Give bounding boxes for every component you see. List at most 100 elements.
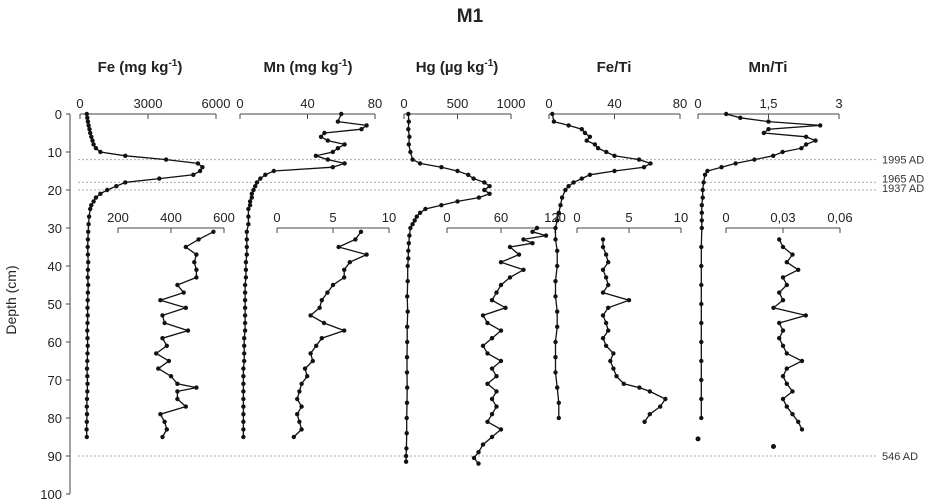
lower-series-point xyxy=(784,381,789,386)
upper-series-point xyxy=(604,149,609,155)
lower-series-point xyxy=(158,298,163,303)
lower-series-point xyxy=(489,434,495,440)
upper-series-point xyxy=(243,275,249,280)
upper-tick-label: 0 xyxy=(400,96,407,111)
upper-series-point xyxy=(487,184,492,189)
upper-series-point xyxy=(555,324,560,329)
lower-series-point xyxy=(358,229,364,234)
depth-tick-label: 40 xyxy=(48,259,62,274)
upper-series-point xyxy=(803,142,809,147)
upper-series-point xyxy=(699,415,704,421)
upper-series-point xyxy=(244,229,249,234)
upper-series-point xyxy=(487,191,492,196)
lower-series-point xyxy=(194,252,199,257)
upper-series-point xyxy=(85,313,90,318)
upper-series-point xyxy=(404,400,410,405)
lower-series-point xyxy=(796,267,801,272)
lower-series-point xyxy=(784,282,789,288)
lower-series-point xyxy=(325,290,330,295)
lower-series-point xyxy=(647,389,652,394)
lower-series-point xyxy=(194,385,199,390)
lower-series-line xyxy=(601,239,667,423)
upper-series-point xyxy=(85,336,90,341)
upper-series-point xyxy=(247,203,253,208)
upper-series-point xyxy=(555,309,560,314)
upper-series-point xyxy=(88,130,93,136)
upper-series-point xyxy=(579,127,584,132)
upper-series-point xyxy=(699,225,704,231)
upper-tick-label: 1,5 xyxy=(759,96,777,111)
depth-tick-label: 30 xyxy=(48,221,62,236)
lower-series-point xyxy=(489,336,495,341)
upper-tick-label: 0 xyxy=(236,96,243,111)
lower-series-point xyxy=(777,290,782,295)
lower-series-point xyxy=(319,336,324,341)
upper-series-point xyxy=(253,184,258,189)
lower-series-point xyxy=(317,305,322,310)
upper-series-point xyxy=(85,244,90,250)
lower-series-point xyxy=(606,260,611,265)
upper-series-point xyxy=(699,263,704,269)
lower-series-point xyxy=(485,381,490,386)
lower-series-point xyxy=(211,229,216,234)
upper-series-point xyxy=(566,184,571,189)
upper-series-point xyxy=(553,370,558,375)
lower-series-point xyxy=(600,290,606,295)
lower-series-point xyxy=(543,233,549,238)
lower-series-point xyxy=(156,366,161,371)
upper-series-point xyxy=(241,366,246,371)
upper-series-point xyxy=(699,377,704,383)
upper-series-point xyxy=(766,127,771,132)
upper-series-point xyxy=(84,419,90,424)
lower-series-point xyxy=(160,336,165,341)
lower-series-point xyxy=(780,328,786,333)
upper-series-point xyxy=(405,294,410,299)
upper-series-point xyxy=(466,172,471,177)
lower-series-point xyxy=(485,351,490,356)
lower-series-point xyxy=(780,298,786,303)
lower-series-point xyxy=(780,343,786,348)
lower-series-point xyxy=(799,358,805,364)
upper-series-point xyxy=(271,168,276,174)
lower-series-point xyxy=(658,404,663,409)
lower-series-point xyxy=(183,305,188,310)
upper-tick-label: 80 xyxy=(673,96,687,111)
upper-series-point xyxy=(408,149,413,155)
upper-series-point xyxy=(636,157,642,162)
upper-series-point xyxy=(85,115,90,121)
lower-tick-label: 0 xyxy=(573,210,580,225)
upper-series-point xyxy=(197,168,203,174)
upper-series-point xyxy=(471,176,476,181)
upper-series-point xyxy=(406,142,411,147)
upper-series-point xyxy=(587,172,593,177)
upper-series-point xyxy=(325,157,330,162)
lower-series-point xyxy=(336,244,341,250)
lower-series-point xyxy=(162,320,167,326)
upper-series-point xyxy=(243,267,249,272)
lower-series-point xyxy=(330,282,336,288)
upper-series-line xyxy=(85,113,204,438)
lower-series-point xyxy=(183,404,188,409)
upper-series-point xyxy=(405,263,410,269)
upper-series-point xyxy=(403,453,409,459)
upper-series-point xyxy=(84,427,89,432)
upper-series-point xyxy=(803,134,809,139)
upper-series-point xyxy=(86,260,91,265)
lower-series-point xyxy=(784,404,789,409)
upper-series-point xyxy=(241,419,246,424)
upper-series-point xyxy=(699,320,704,326)
upper-series-point xyxy=(241,404,246,409)
upper-series-point xyxy=(482,180,487,185)
upper-series-point xyxy=(243,260,249,265)
lower-series-point xyxy=(606,328,611,333)
lower-series-point xyxy=(476,450,481,455)
lower-series-point xyxy=(194,275,199,280)
upper-series-point xyxy=(556,210,561,215)
lower-series-point xyxy=(302,366,308,371)
lower-series-point xyxy=(297,389,302,394)
upper-series-point xyxy=(123,180,128,185)
upper-series-point xyxy=(242,320,248,326)
lower-series-point xyxy=(600,237,606,242)
upper-series-point xyxy=(406,119,411,124)
upper-series-point xyxy=(404,370,410,375)
